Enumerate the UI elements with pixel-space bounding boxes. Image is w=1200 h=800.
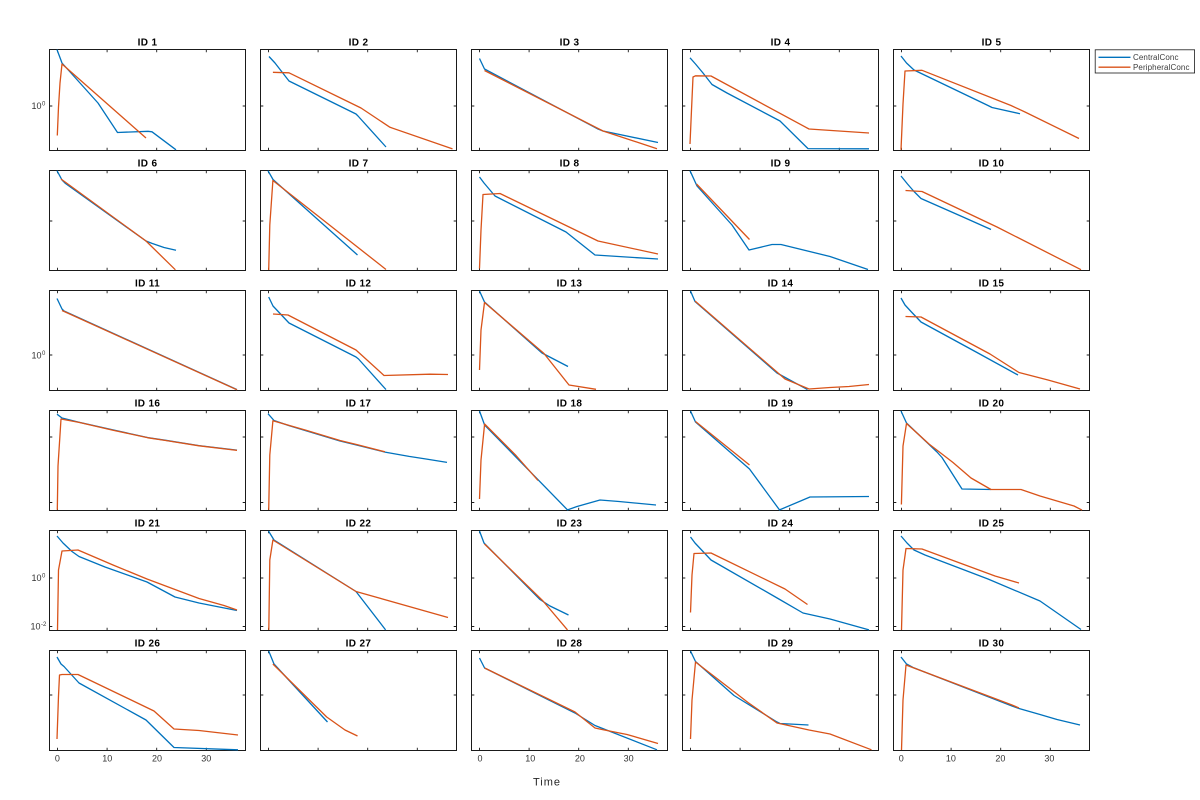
svg-text:ID 29: ID 29 — [768, 639, 794, 650]
svg-text:ID 8: ID 8 — [560, 159, 580, 170]
svg-text:-2: -2 — [41, 622, 47, 628]
svg-text:ID 5: ID 5 — [982, 38, 1002, 49]
svg-text:ID 1: ID 1 — [138, 38, 158, 49]
svg-text:10: 10 — [102, 753, 112, 763]
svg-text:ID 30: ID 30 — [979, 639, 1005, 650]
svg-text:20: 20 — [152, 753, 162, 763]
svg-text:ID 17: ID 17 — [346, 399, 372, 410]
svg-text:ID 3: ID 3 — [560, 38, 580, 49]
svg-text:10: 10 — [30, 622, 40, 632]
svg-text:0: 0 — [42, 574, 46, 580]
svg-text:ID 24: ID 24 — [768, 519, 794, 530]
svg-text:ID 25: ID 25 — [979, 519, 1005, 530]
svg-text:ID 26: ID 26 — [135, 639, 161, 650]
svg-text:ID 10: ID 10 — [979, 159, 1005, 170]
svg-text:ID 21: ID 21 — [135, 519, 161, 530]
svg-text:ID 19: ID 19 — [768, 399, 794, 410]
svg-text:ID 16: ID 16 — [135, 399, 161, 410]
svg-text:ID 18: ID 18 — [557, 399, 583, 410]
svg-text:30: 30 — [201, 753, 211, 763]
svg-text:CentralConc: CentralConc — [1133, 53, 1179, 62]
svg-text:10: 10 — [525, 753, 535, 763]
svg-text:30: 30 — [624, 753, 634, 763]
svg-text:ID 27: ID 27 — [346, 639, 372, 650]
svg-text:0: 0 — [42, 102, 46, 108]
svg-text:10: 10 — [31, 101, 41, 111]
svg-text:0: 0 — [42, 351, 46, 357]
svg-text:10: 10 — [31, 573, 41, 583]
svg-text:10: 10 — [31, 351, 41, 361]
svg-text:ID 9: ID 9 — [771, 159, 791, 170]
svg-text:Time: Time — [533, 777, 561, 789]
svg-text:ID 13: ID 13 — [557, 279, 583, 290]
svg-text:ID 14: ID 14 — [768, 279, 794, 290]
svg-text:20: 20 — [575, 753, 585, 763]
svg-text:30: 30 — [1044, 753, 1054, 763]
svg-text:PeripheralConc: PeripheralConc — [1133, 63, 1190, 72]
svg-text:0: 0 — [477, 753, 482, 763]
svg-text:ID 11: ID 11 — [135, 279, 160, 290]
svg-text:ID 6: ID 6 — [138, 159, 158, 170]
svg-text:ID 28: ID 28 — [557, 639, 583, 650]
svg-text:10: 10 — [946, 753, 956, 763]
svg-text:0: 0 — [899, 753, 904, 763]
svg-text:ID 12: ID 12 — [346, 279, 372, 290]
svg-text:ID 4: ID 4 — [771, 38, 791, 49]
svg-text:ID 7: ID 7 — [349, 159, 369, 170]
svg-text:ID 20: ID 20 — [979, 399, 1005, 410]
svg-text:20: 20 — [995, 753, 1005, 763]
svg-text:ID 23: ID 23 — [557, 519, 583, 530]
svg-text:ID 22: ID 22 — [346, 519, 372, 530]
svg-text:0: 0 — [55, 753, 60, 763]
svg-text:ID 15: ID 15 — [979, 279, 1005, 290]
svg-text:ID 2: ID 2 — [349, 38, 369, 49]
